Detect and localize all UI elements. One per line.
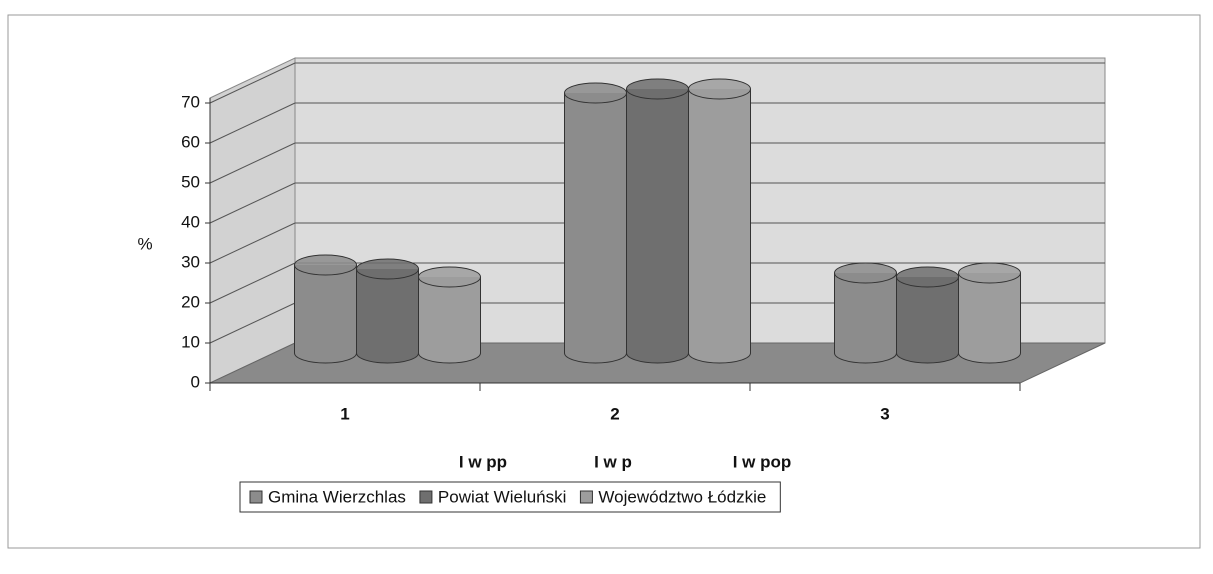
- legend-box: [239, 481, 781, 513]
- y-tick-label: 0: [191, 372, 200, 391]
- legend-swatch: [579, 490, 593, 504]
- y-tick-label: 70: [181, 92, 200, 111]
- grid-line: [209, 302, 296, 344]
- grid-line: [209, 62, 296, 104]
- grid-line: [209, 262, 296, 304]
- annotation: I w p: [594, 452, 632, 471]
- bar: [564, 93, 627, 353]
- legend-label: Województwo Łódzkie: [598, 487, 766, 506]
- y-tick-label: 60: [181, 132, 200, 151]
- bar: [626, 89, 689, 353]
- side-wall: [209, 57, 296, 384]
- bar-top: [834, 262, 897, 284]
- grid-line: [209, 102, 296, 144]
- legend-label: Gmina Wierzchlas: [268, 487, 406, 506]
- bar-top: [688, 78, 751, 100]
- grid-line: [209, 222, 296, 264]
- legend: Gmina Wierzchlas Powiat Wieluński Wojewódz…: [239, 481, 781, 513]
- annotation: I w pp: [459, 452, 507, 471]
- y-tick-label: 30: [181, 252, 200, 271]
- x-tick-label: 3: [880, 404, 889, 423]
- bar: [896, 277, 959, 353]
- bar-top: [418, 266, 481, 288]
- x-tick-label: 2: [610, 404, 619, 423]
- y-tick-label: 20: [181, 292, 200, 311]
- bar-top: [626, 78, 689, 100]
- legend-swatch: [249, 490, 263, 504]
- bar-top: [958, 262, 1021, 284]
- bar: [418, 277, 481, 353]
- bar: [294, 265, 357, 353]
- bar: [688, 89, 751, 353]
- y-tick-label: 50: [181, 172, 200, 191]
- bar-top: [564, 82, 627, 104]
- x-tick-label: 1: [340, 404, 349, 423]
- annotation: I w pop: [733, 452, 792, 471]
- grid-line: [209, 182, 296, 224]
- bar: [958, 273, 1021, 353]
- y-tick-label: 40: [181, 212, 200, 231]
- grid-line: [209, 142, 296, 184]
- bar-top: [356, 258, 419, 280]
- bar: [834, 273, 897, 353]
- bar-top: [896, 266, 959, 288]
- y-tick-label: 10: [181, 332, 200, 351]
- y-axis-label: %: [137, 234, 152, 253]
- bar: [356, 269, 419, 353]
- legend-label: Powiat Wieluński: [438, 487, 567, 506]
- bar-top: [294, 254, 357, 276]
- legend-swatch: [419, 490, 433, 504]
